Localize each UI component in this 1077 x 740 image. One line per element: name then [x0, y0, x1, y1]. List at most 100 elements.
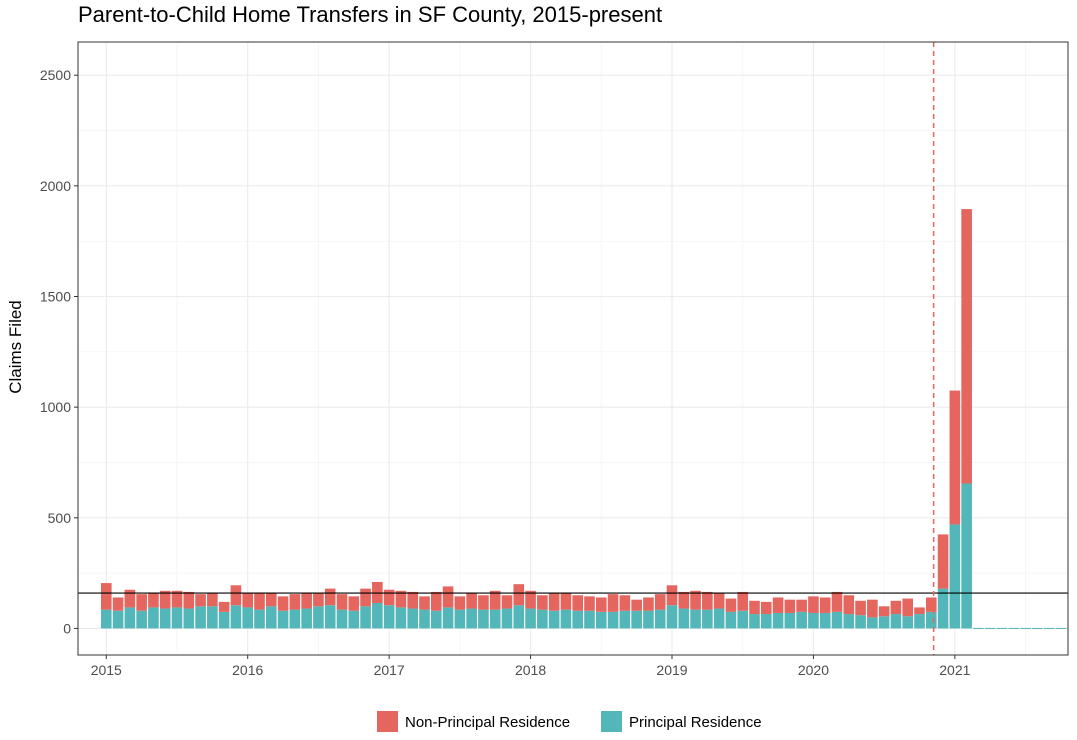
legend-label-principal: Principal Residence: [629, 714, 762, 731]
bar-principal-residence: [466, 608, 477, 629]
bar-non-principal-residence: [925, 597, 937, 612]
bar-non-principal-residence: [713, 593, 725, 609]
bar-principal-residence: [207, 606, 218, 629]
bar-principal-residence: [230, 605, 242, 629]
bar-principal-residence: [595, 611, 607, 629]
bar-principal-residence: [737, 610, 749, 629]
bar-principal-residence: [925, 611, 937, 629]
bar-principal-residence: [124, 607, 136, 629]
bar-principal-residence: [289, 609, 301, 629]
bar-principal-residence: [867, 617, 878, 629]
bar-principal-residence: [112, 610, 124, 629]
x-tick-label: 2015: [91, 662, 122, 678]
bar-non-principal-residence: [383, 589, 395, 606]
x-tick-label: 2018: [515, 662, 546, 678]
bar-principal-residence: [360, 606, 371, 629]
bar-principal-residence: [902, 616, 914, 629]
bar-non-principal-residence: [690, 590, 701, 610]
bar-principal-residence: [1055, 627, 1067, 629]
bar-non-principal-residence: [171, 590, 183, 608]
bar-non-principal-residence: [666, 585, 678, 606]
bar-non-principal-residence: [643, 597, 654, 611]
bar-principal-residence: [584, 610, 595, 629]
bar-principal-residence: [1043, 627, 1055, 629]
bar-non-principal-residence: [407, 591, 419, 609]
bar-non-principal-residence: [819, 597, 831, 613]
bar-principal-residence: [607, 611, 619, 629]
bar-non-principal-residence: [466, 593, 477, 609]
bar-non-principal-residence: [961, 209, 972, 484]
legend-key-non-principal: [377, 711, 398, 732]
bar-principal-residence: [525, 608, 536, 629]
y-tick-label: 2500: [40, 67, 71, 83]
bar-principal-residence: [313, 606, 324, 629]
bar-non-principal-residence: [430, 591, 442, 611]
bar-layer: [100, 209, 1067, 629]
bar-non-principal-residence: [843, 595, 855, 615]
bar-principal-residence: [878, 616, 890, 629]
bar-non-principal-residence: [489, 590, 501, 610]
bar-principal-residence: [784, 612, 796, 629]
bar-non-principal-residence: [607, 594, 619, 612]
bar-principal-residence: [678, 608, 690, 629]
bar-non-principal-residence: [218, 601, 230, 612]
bar-principal-residence: [242, 607, 254, 629]
bar-principal-residence: [265, 606, 277, 629]
minor-gridlines: [78, 42, 1068, 655]
bar-non-principal-residence: [301, 593, 312, 609]
bar-principal-residence: [548, 610, 560, 629]
bar-non-principal-residence: [277, 596, 289, 611]
bar-principal-residence: [159, 608, 171, 629]
bar-principal-residence: [171, 607, 183, 629]
bar-principal-residence: [383, 605, 395, 629]
bar-principal-residence: [1020, 627, 1031, 629]
bar-principal-residence: [725, 611, 737, 629]
bar-principal-residence: [749, 614, 760, 629]
bar-non-principal-residence: [760, 601, 772, 615]
plot-panel: [78, 42, 1068, 655]
bar-principal-residence: [501, 608, 513, 629]
plot-border: [77, 41, 1069, 656]
bar-principal-residence: [808, 612, 819, 629]
bar-non-principal-residence: [831, 591, 843, 612]
bar-principal-residence: [914, 614, 925, 629]
bar-non-principal-residence: [702, 591, 713, 610]
y-tick-label: 500: [48, 510, 72, 526]
bar-principal-residence: [183, 608, 195, 629]
bar-non-principal-residence: [419, 596, 430, 610]
bar-non-principal-residence: [254, 593, 265, 610]
bar-non-principal-residence: [525, 590, 536, 609]
bar-principal-residence: [819, 612, 831, 629]
bar-principal-residence: [372, 602, 383, 629]
bar-principal-residence: [254, 609, 265, 629]
legend-label-non-principal: Non-Principal Residence: [405, 714, 570, 731]
bar-non-principal-residence: [265, 593, 277, 607]
bar-non-principal-residence: [230, 585, 242, 606]
bar-non-principal-residence: [442, 586, 454, 608]
bar-non-principal-residence: [595, 597, 607, 612]
bar-principal-residence: [100, 609, 112, 629]
bar-principal-residence: [572, 610, 584, 629]
y-axis: 0 500 1000 1500 2000 2500: [40, 67, 78, 636]
bar-non-principal-residence: [914, 607, 925, 615]
bar-principal-residence: [324, 605, 336, 629]
bar-principal-residence: [560, 609, 572, 629]
bar-non-principal-residence: [619, 595, 631, 611]
bar-principal-residence: [407, 608, 419, 629]
bar-non-principal-residence: [855, 600, 866, 616]
bar-non-principal-residence: [395, 590, 407, 608]
bar-non-principal-residence: [501, 595, 513, 609]
bar-non-principal-residence: [890, 600, 902, 615]
bar-principal-residence: [690, 609, 701, 629]
bar-non-principal-residence: [195, 594, 206, 607]
bar-principal-residence: [442, 607, 454, 629]
bar-non-principal-residence: [631, 599, 642, 611]
bar-principal-residence: [654, 609, 666, 629]
x-tick-label: 2016: [232, 662, 263, 678]
bar-non-principal-residence: [772, 597, 784, 613]
bar-principal-residence: [772, 612, 784, 629]
bar-principal-residence: [890, 614, 902, 629]
bar-principal-residence: [489, 609, 501, 629]
x-tick-label: 2019: [656, 662, 687, 678]
bar-non-principal-residence: [949, 390, 961, 525]
